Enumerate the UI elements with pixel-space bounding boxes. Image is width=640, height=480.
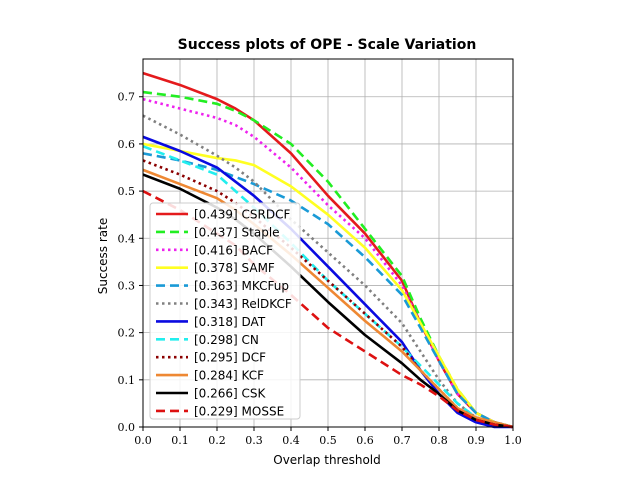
legend-label-3: [0.378] SAMF — [194, 261, 275, 275]
legend-label-7: [0.298] CN — [194, 333, 259, 347]
y-tick-label: 0.1 — [118, 374, 136, 387]
y-tick-label: 0.2 — [118, 327, 136, 340]
plot-frame — [142, 58, 514, 428]
y-tick-label: 0.0 — [118, 421, 136, 434]
x-tick-label: 0.5 — [319, 434, 337, 447]
x-tick-label: 0.2 — [208, 434, 226, 447]
legend-label-4: [0.363] MKCFup — [194, 279, 289, 293]
legend-label-8: [0.295] DCF — [194, 351, 266, 365]
legend-label-9: [0.284] KCF — [194, 369, 264, 383]
x-tick-label: 0.8 — [430, 434, 448, 447]
legend-label-2: [0.416] BACF — [194, 243, 273, 257]
legend: [0.439] CSRDCF [0.437] Staple [0.416] BACF… — [149, 202, 301, 420]
legend-label-11: [0.229] MOSSE — [194, 404, 284, 418]
chart-title: Success plots of OPE - Scale Variation — [178, 37, 477, 53]
series-line-6 — [142, 135, 513, 429]
legend-label-10: [0.266] CSK — [194, 387, 267, 401]
x-tick-label: 0.6 — [356, 434, 374, 447]
x-tick-label: 1.0 — [504, 434, 522, 447]
y-tick-label: 0.5 — [118, 185, 136, 198]
series-line-7 — [142, 145, 514, 429]
y-tick-label: 0.4 — [118, 232, 136, 245]
legend-label-1: [0.437] Staple — [194, 225, 280, 239]
legend-box — [149, 202, 301, 420]
x-tick-label: 0.4 — [282, 434, 300, 447]
y-tick-label: 0.7 — [118, 91, 136, 104]
series-line-9 — [142, 168, 514, 429]
legend-label-0: [0.439] CSRDCF — [194, 208, 290, 222]
legend-label-6: [0.318] DAT — [194, 315, 266, 329]
legend-label-5: [0.343] RelDKCF — [194, 297, 292, 311]
x-tick-label: 0.7 — [393, 434, 411, 447]
x-tick-label: 0.1 — [171, 434, 189, 447]
x-tick-label: 0.0 — [134, 434, 152, 447]
series-line-5 — [142, 114, 514, 429]
y-tick-label: 0.6 — [118, 138, 136, 151]
x-tick-labels: 0.0 0.1 0.2 0.3 0.4 0.5 0.6 0.7 0.8 0.9 1.0 — [134, 427, 522, 447]
y-tick-label: 0.3 — [118, 279, 136, 292]
x-tick-label: 0.9 — [467, 434, 485, 447]
x-axis-label: Overlap threshold — [273, 453, 381, 467]
y-tick-labels: 0.0 0.1 0.2 0.3 0.4 0.5 0.6 0.7 — [118, 91, 143, 434]
y-axis-label: Success rate — [96, 218, 110, 295]
x-tick-label: 0.3 — [245, 434, 263, 447]
